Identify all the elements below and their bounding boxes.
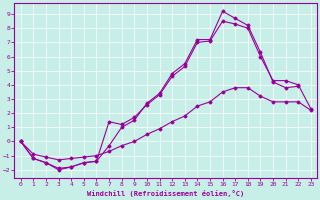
- X-axis label: Windchill (Refroidissement éolien,°C): Windchill (Refroidissement éolien,°C): [87, 190, 244, 197]
